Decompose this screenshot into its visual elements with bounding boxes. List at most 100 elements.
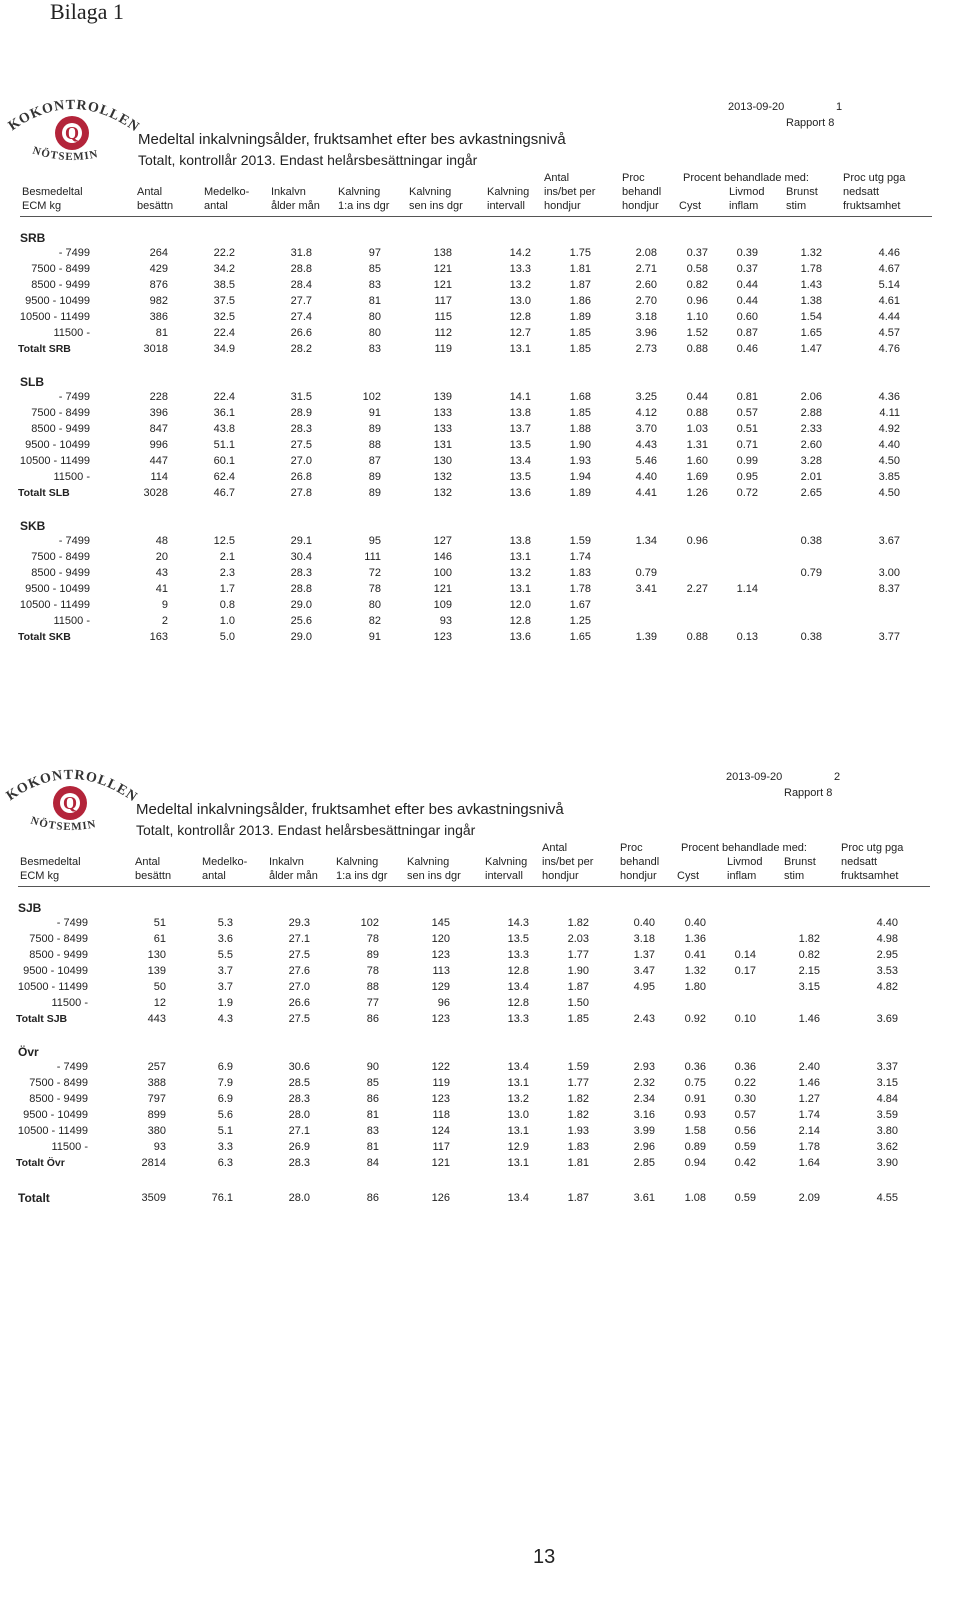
cell: 78	[366, 965, 379, 977]
row-label: 7500 - 8499	[31, 263, 90, 275]
cell: 121	[433, 583, 452, 595]
cell: 264	[149, 247, 168, 259]
cell: 13.1	[509, 583, 531, 595]
cell: 1.47	[800, 343, 822, 355]
cell: 1.9	[217, 997, 233, 1009]
cell: 3.69	[876, 1013, 898, 1025]
cell: 28.3	[290, 423, 312, 435]
cell: 4.40	[878, 439, 900, 451]
cell: 28.0	[288, 1109, 310, 1121]
cell: 13.8	[509, 407, 531, 419]
report-page: 1	[836, 101, 843, 113]
cell: 0.51	[736, 423, 758, 435]
cell: 0.38	[800, 631, 822, 643]
cell: 13.3	[507, 1013, 529, 1025]
column-header: nedsatt	[841, 856, 878, 868]
cell: 0.8	[219, 599, 235, 611]
cell: 0.82	[686, 279, 708, 291]
cell: 0.14	[734, 949, 756, 961]
cell: 139	[147, 965, 166, 977]
cell: 13.3	[509, 263, 531, 275]
cell: 121	[433, 279, 452, 291]
row-label: 10500 - 11499	[17, 1125, 88, 1137]
cell: 129	[431, 981, 450, 993]
row-label: 7500 - 8499	[29, 1077, 88, 1089]
column-header: Kalvning	[409, 186, 452, 198]
cell: 2.01	[800, 471, 822, 483]
cell: 3.7	[217, 965, 233, 977]
group-name: SLB	[20, 375, 44, 389]
cell: 132	[433, 471, 452, 483]
cell: 80	[368, 327, 381, 339]
cell: 0.93	[684, 1109, 706, 1121]
cell: 1.34	[635, 535, 657, 547]
column-header: sen ins dgr	[409, 200, 463, 212]
column-header: besättn	[135, 870, 172, 882]
column-header: fruktsamhet	[843, 200, 901, 212]
cell: 2.95	[876, 949, 898, 961]
cell: 2.73	[635, 343, 657, 355]
cell: 0.94	[684, 1157, 706, 1169]
cell: 78	[366, 933, 379, 945]
cell: 2.06	[800, 391, 822, 403]
column-header: Cyst	[679, 200, 701, 212]
cell: 84	[366, 1157, 379, 1169]
cell: 1.14	[736, 583, 758, 595]
cell: 0.88	[686, 343, 708, 355]
cell: 12.9	[507, 1141, 529, 1153]
cell: 163	[149, 631, 168, 643]
grand-total-label: Totalt	[18, 1191, 50, 1205]
cell: 3028	[143, 487, 168, 499]
cell: 1.85	[567, 1013, 589, 1025]
cell: 0.81	[736, 391, 758, 403]
cell: 13.7	[509, 423, 531, 435]
cell: 12.8	[507, 997, 529, 1009]
column-header: Kalvning	[407, 856, 450, 868]
column-header: Kalvning	[487, 186, 530, 198]
cell: 119	[432, 1077, 450, 1089]
cell: 60.1	[213, 455, 235, 467]
cell: 13.5	[507, 933, 529, 945]
cell: 22.2	[213, 247, 235, 259]
cell: 3.7	[217, 981, 233, 993]
cell: 122	[431, 1061, 450, 1073]
cell: 4.40	[876, 917, 898, 929]
cell: 27.5	[290, 439, 312, 451]
cell: 85	[368, 263, 381, 275]
cell: 26.6	[290, 327, 312, 339]
cell: 1.26	[686, 487, 708, 499]
column-group-header: Procent behandlade med:	[683, 172, 809, 184]
column-header: Antal	[137, 186, 163, 198]
cell: 0.22	[734, 1077, 756, 1089]
cell: 0.87	[736, 327, 758, 339]
cell: 1.38	[800, 295, 822, 307]
cell: 1.46	[798, 1077, 820, 1089]
cell: 88	[368, 439, 381, 451]
cell: 4.41	[635, 487, 657, 499]
cell: 3018	[143, 343, 168, 355]
cell: 14.1	[509, 391, 531, 403]
cell: 0.71	[736, 439, 758, 451]
cell: 0.30	[734, 1093, 756, 1105]
cell: 80	[368, 599, 381, 611]
cell: 1.03	[686, 423, 708, 435]
cell: 1.90	[569, 439, 591, 451]
cell: 0.37	[736, 263, 758, 275]
cell: 27.4	[290, 311, 312, 323]
cell: 447	[149, 455, 168, 467]
cell: 257	[147, 1061, 166, 1073]
cell: 27.1	[288, 1125, 310, 1137]
cell: 1.89	[569, 487, 591, 499]
cell: 4.61	[878, 295, 900, 307]
cell: 0.88	[686, 407, 708, 419]
cell: 6.9	[217, 1061, 233, 1073]
cell: 2.40	[798, 1061, 820, 1073]
cell: 0.96	[686, 535, 708, 547]
cell: 36.1	[213, 407, 235, 419]
cell: 78	[368, 583, 381, 595]
cell: 429	[149, 263, 168, 275]
report-subtitle: Totalt, kontrollår 2013. Endast helårsbe…	[138, 152, 478, 168]
cell: 37.5	[213, 295, 235, 307]
cell: 96	[437, 997, 450, 1009]
cell: 130	[433, 455, 452, 467]
